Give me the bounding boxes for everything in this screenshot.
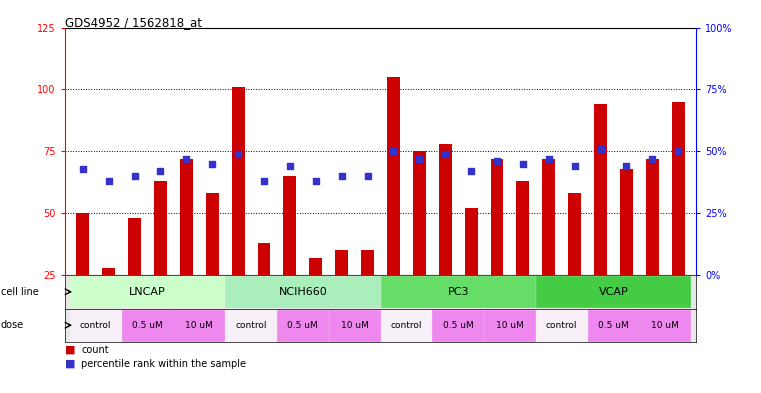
- Bar: [587, 310, 638, 341]
- Bar: [231, 87, 244, 337]
- Bar: [335, 250, 348, 337]
- Text: count: count: [81, 345, 109, 355]
- Bar: [484, 310, 535, 341]
- Bar: [205, 193, 218, 337]
- Text: LNCAP: LNCAP: [129, 287, 166, 297]
- Bar: [309, 258, 322, 337]
- Bar: [361, 250, 374, 337]
- Text: 10 uM: 10 uM: [496, 321, 524, 330]
- Point: [103, 178, 115, 184]
- Text: ■: ■: [65, 358, 75, 369]
- Bar: [128, 218, 141, 337]
- Point: [646, 156, 658, 162]
- Point: [387, 148, 400, 154]
- Bar: [70, 310, 121, 341]
- Bar: [154, 181, 167, 337]
- Text: ■: ■: [65, 345, 75, 355]
- Bar: [439, 144, 452, 337]
- Text: 0.5 uM: 0.5 uM: [288, 321, 318, 330]
- Bar: [283, 176, 296, 337]
- Text: NCIH660: NCIH660: [279, 287, 327, 297]
- Bar: [543, 159, 556, 337]
- Point: [180, 156, 193, 162]
- Point: [491, 158, 503, 164]
- Bar: [639, 310, 690, 341]
- Point: [361, 173, 374, 179]
- Bar: [387, 77, 400, 337]
- Text: 10 uM: 10 uM: [341, 321, 368, 330]
- Point: [672, 148, 684, 154]
- Bar: [413, 151, 426, 337]
- Text: VCAP: VCAP: [599, 287, 629, 297]
- Point: [206, 160, 218, 167]
- Bar: [620, 169, 633, 337]
- Bar: [174, 310, 224, 341]
- Point: [594, 146, 607, 152]
- Bar: [536, 276, 690, 307]
- Point: [129, 173, 141, 179]
- Bar: [76, 213, 89, 337]
- Bar: [277, 310, 328, 341]
- Text: 0.5 uM: 0.5 uM: [132, 321, 163, 330]
- Point: [336, 173, 348, 179]
- Bar: [102, 268, 115, 337]
- Text: 10 uM: 10 uM: [651, 321, 679, 330]
- Point: [77, 165, 89, 172]
- Bar: [672, 102, 685, 337]
- Point: [310, 178, 322, 184]
- Point: [568, 163, 581, 169]
- Bar: [491, 159, 504, 337]
- Text: control: control: [235, 321, 267, 330]
- Point: [284, 163, 296, 169]
- Bar: [594, 104, 607, 337]
- Text: PC3: PC3: [447, 287, 469, 297]
- Bar: [646, 159, 659, 337]
- Point: [465, 168, 477, 174]
- Bar: [329, 310, 380, 341]
- Point: [620, 163, 632, 169]
- Point: [232, 151, 244, 157]
- Point: [258, 178, 270, 184]
- Text: control: control: [390, 321, 422, 330]
- Point: [439, 151, 451, 157]
- Text: control: control: [80, 321, 112, 330]
- Bar: [517, 181, 530, 337]
- Bar: [122, 310, 173, 341]
- Text: 0.5 uM: 0.5 uM: [443, 321, 473, 330]
- Bar: [536, 310, 587, 341]
- Bar: [432, 310, 483, 341]
- Text: GDS4952 / 1562818_at: GDS4952 / 1562818_at: [65, 16, 202, 29]
- Bar: [180, 159, 193, 337]
- Text: cell line: cell line: [1, 287, 39, 297]
- Bar: [465, 208, 478, 337]
- Text: 0.5 uM: 0.5 uM: [598, 321, 629, 330]
- Bar: [225, 276, 380, 307]
- Point: [543, 156, 555, 162]
- Text: 10 uM: 10 uM: [186, 321, 213, 330]
- Point: [154, 168, 167, 174]
- Bar: [257, 243, 270, 337]
- Bar: [568, 193, 581, 337]
- Text: dose: dose: [1, 320, 24, 330]
- Bar: [225, 310, 276, 341]
- Text: control: control: [546, 321, 578, 330]
- Point: [413, 156, 425, 162]
- Bar: [70, 276, 224, 307]
- Text: percentile rank within the sample: percentile rank within the sample: [81, 358, 247, 369]
- Bar: [380, 310, 431, 341]
- Point: [517, 160, 529, 167]
- Bar: [380, 276, 535, 307]
